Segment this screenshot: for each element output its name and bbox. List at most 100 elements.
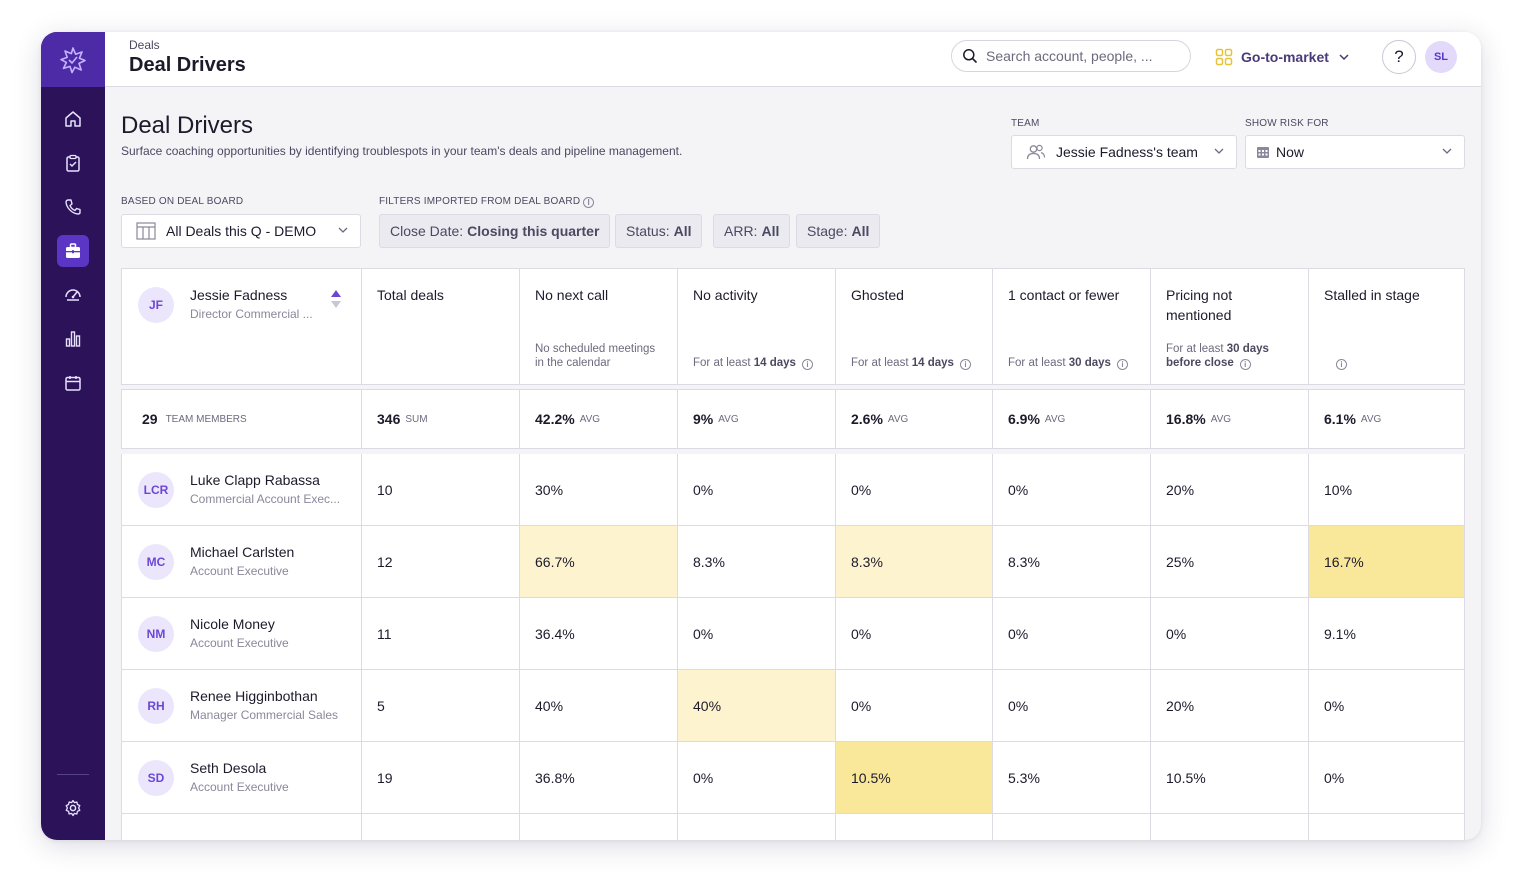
summary-cell: 16.8% AVG [1150,390,1308,448]
metric-cell[interactable]: 8.3% [992,526,1150,597]
app-logo[interactable] [41,32,105,87]
table-row[interactable]: MC Michael Carlsten Account Executive 12 66.… [122,526,1464,598]
filter-chip-status[interactable]: Status: All [615,214,703,248]
metric-cell[interactable]: 0% [1308,670,1464,741]
metric-cell[interactable]: 0% [835,598,992,669]
metric-cell[interactable]: 0% [1308,742,1464,813]
metric-cell[interactable]: 36.8% [519,742,677,813]
deal-board-select[interactable]: All Deals this Q - DEMO [121,214,361,248]
info-icon[interactable]: i [1116,359,1128,370]
metric-cell[interactable]: 0% [992,454,1150,525]
risk-label: SHOW RISK FOR [1245,118,1329,129]
breadcrumb[interactable]: Deals [129,38,160,52]
column-header[interactable]: Ghosted For at least 14 days i [835,269,992,384]
metric-cell[interactable]: 12 [361,526,519,597]
search-input[interactable] [986,48,1166,64]
metric-cell[interactable]: 66.7% [519,526,677,597]
person-name[interactable]: Seth Desola [190,760,267,776]
info-icon[interactable]: i [959,359,971,370]
metric-cell[interactable]: 8.3% [677,526,835,597]
metric-cell[interactable]: 5.3% [992,742,1150,813]
sidebar-item-settings[interactable] [57,792,89,824]
info-icon[interactable]: i [801,359,813,370]
table-row[interactable]: SD Seth Desola Account Executive 19 36.8% 0% 1… [122,742,1464,814]
person-name[interactable]: Michael Carlsten [190,544,295,560]
person-cell[interactable]: MC Michael Carlsten Account Executive [122,526,361,597]
team-select[interactable]: Jessie Fadness's team [1011,135,1237,169]
table-row[interactable]: LCR Luke Clapp Rabassa Commercial Account … [122,454,1464,526]
metric-cell[interactable]: 11 [361,598,519,669]
metric-cell[interactable]: 10.5% [1150,742,1308,813]
user-avatar[interactable]: SL [1425,41,1457,73]
column-header[interactable]: 1 contact or fewer For at least 30 days i [992,269,1150,384]
metric-cell[interactable]: 9.1% [1308,598,1464,669]
summary-unit: AVG [887,413,909,425]
person-name[interactable]: Renee Higginbothan [190,688,318,704]
description-threshold: 30 days [1226,343,1269,355]
metric-cell[interactable]: 20% [1150,454,1308,525]
sort-icon[interactable] [330,289,342,309]
person-cell[interactable]: NM Nicole Money Account Executive [122,598,361,669]
person-name[interactable]: Nicole Money [190,616,275,632]
metric-cell[interactable]: 5 [361,670,519,741]
risk-select[interactable]: Now [1245,135,1465,169]
search-box[interactable] [951,40,1191,72]
metric-cell [677,814,835,840]
column-header[interactable]: Stalled in stage i [1308,269,1464,384]
metric-cell[interactable]: 40% [677,670,835,741]
metric-cell[interactable]: 10.5% [835,742,992,813]
filter-chip-close-date[interactable]: Close Date: Closing this quarter [379,214,611,248]
sidebar-item-reports[interactable] [57,323,89,355]
metric-cell[interactable]: 19 [361,742,519,813]
table-row[interactable]: RH Renee Higginbothan Manager Commercial S… [122,670,1464,742]
metric-cell[interactable]: 30% [519,454,677,525]
metric-cell[interactable]: 0% [677,454,835,525]
info-icon[interactable]: i [1336,359,1347,370]
column-label: Total deals [377,287,444,303]
person-cell[interactable]: LCR Luke Clapp Rabassa Commercial Account … [122,454,361,525]
metric-cell[interactable]: 20% [1150,670,1308,741]
sidebar-item-calls[interactable] [57,191,89,223]
info-icon[interactable]: i [583,197,595,208]
metric-cell[interactable]: 10% [1308,454,1464,525]
column-header[interactable]: Total deals [361,269,519,384]
metric-cell[interactable]: 0% [677,742,835,813]
filter-chip-arr[interactable]: ARR: All [713,214,791,248]
sidebar-item-calendar[interactable] [57,367,89,399]
sidebar-item-forecast[interactable] [57,279,89,311]
metric-cell[interactable]: 0% [835,670,992,741]
person-cell[interactable]: RH Renee Higginbothan Manager Commercial S… [122,670,361,741]
person-name[interactable]: Luke Clapp Rabassa [190,472,320,488]
column-label: No next call [535,287,609,303]
metric-cell[interactable]: 0% [992,598,1150,669]
workspace-switcher[interactable]: Go-to-market [1215,46,1349,68]
metric-cell[interactable]: 0% [1150,598,1308,669]
table-row[interactable]: NM Nicole Money Account Executive 11 36.4% 0%… [122,598,1464,670]
info-icon[interactable]: i [1239,359,1251,370]
summary-value: 6.1% [1324,411,1356,427]
column-header[interactable]: No next call No scheduled meetings in the… [519,269,677,384]
metric-cell[interactable]: 25% [1150,526,1308,597]
sidebar-item-tasks[interactable] [57,147,89,179]
filter-value: All [761,223,780,239]
metric-cell[interactable]: 0% [992,670,1150,741]
manager-header-cell[interactable]: JF Jessie Fadness Director Commercial ..… [122,269,361,384]
help-button[interactable]: ? [1382,40,1416,74]
filter-chip-stage[interactable]: Stage: All [796,214,881,248]
sidebar-item-home[interactable] [57,103,89,135]
column-header[interactable]: No activity For at least 14 days i [677,269,835,384]
column-header[interactable]: Pricing not mentioned For at least 30 day… [1150,269,1308,384]
metric-cell[interactable]: 0% [677,598,835,669]
metric-cell[interactable]: 16.7% [1308,526,1464,597]
description-threshold: 14 [753,357,767,369]
metric-cell[interactable]: 36.4% [519,598,677,669]
metric-cell[interactable]: 10 [361,454,519,525]
sidebar-item-deals[interactable] [57,235,89,267]
metric-cell[interactable]: 8.3% [835,526,992,597]
filter-key: Close Date: [390,223,464,239]
person-cell[interactable]: SD Seth Desola Account Executive [122,742,361,813]
metric-cell[interactable]: 0% [835,454,992,525]
avatar: RH [138,688,174,724]
metric-cell[interactable]: 40% [519,670,677,741]
summary-cell: 346 SUM [361,390,519,448]
